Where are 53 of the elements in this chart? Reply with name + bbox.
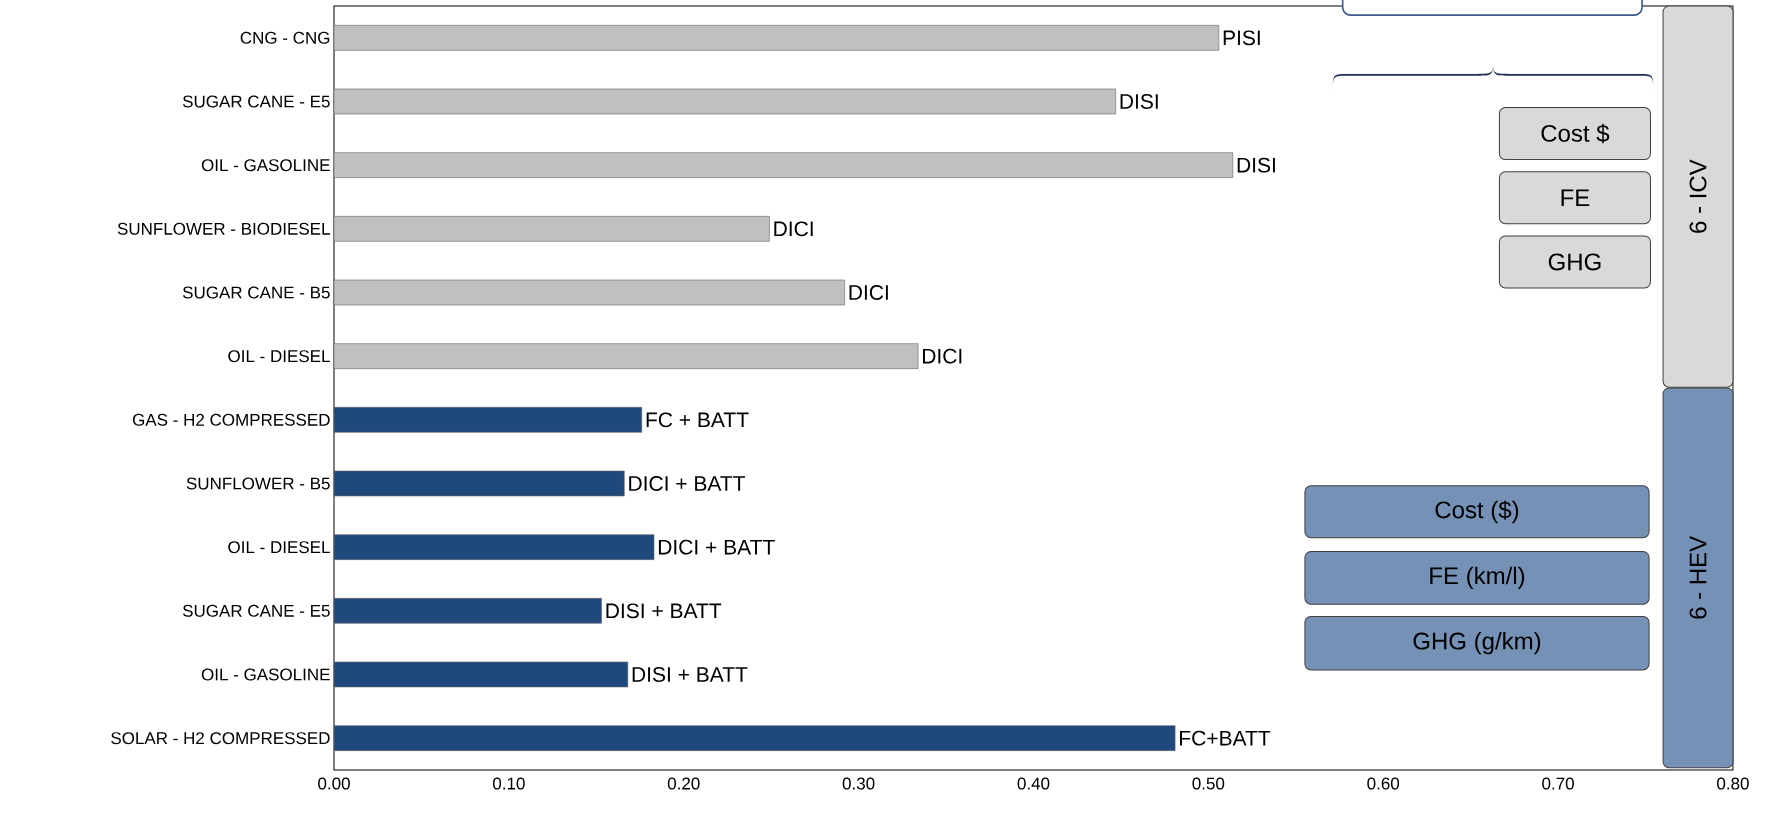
data-label: DISI — [1237, 157, 1275, 173]
annotation: 6 - HEV — [1689, 535, 1707, 619]
bar — [333, 407, 643, 433]
bar — [333, 725, 1176, 751]
data-label: DICI — [849, 285, 888, 300]
bar — [333, 279, 845, 306]
y-tick-label: SUNFLOWER - B5 — [186, 477, 330, 490]
y-tick-label: SUNFLOWER - BIODIESEL — [117, 222, 330, 235]
data-label: DICI + BATT — [658, 539, 775, 555]
bar — [333, 25, 1220, 51]
y-tick-label: SOLAR - H2 COMPRESSED — [111, 732, 330, 745]
x-tick-label: 0.50 — [1192, 777, 1225, 790]
data-label: DISI + BATT — [606, 603, 722, 619]
bar — [333, 216, 770, 242]
annotation: FE (km/l) — [1430, 566, 1525, 590]
data-label: FC+BATT — [1180, 730, 1271, 746]
annotation: FE — [1561, 189, 1590, 206]
annotation: GHG — [1548, 253, 1601, 271]
bar — [333, 661, 629, 688]
y-tick-label: SUGAR CANE - B5 — [182, 286, 330, 299]
annotation: GHG (g/km) — [1413, 631, 1541, 655]
data-label: DICI + BATT — [629, 476, 746, 491]
annotation: Cost $ — [1541, 123, 1610, 144]
y-tick-label: OIL - DIESEL — [228, 350, 330, 363]
data-label: DICI — [922, 348, 962, 364]
bar — [333, 534, 655, 560]
bar — [333, 343, 919, 369]
data-label: DISI — [1120, 94, 1158, 109]
y-tick-label: SUGAR CANE - E5 — [182, 604, 330, 617]
bar — [333, 152, 1234, 178]
x-tick-label: 0.70 — [1542, 777, 1574, 790]
y-tick-label: OIL - DIESEL — [228, 541, 330, 554]
bar — [333, 88, 1116, 115]
data-label: DICI — [774, 221, 813, 237]
y-tick-label: OIL - GASOLINE — [201, 668, 330, 681]
x-tick-label: 0.20 — [667, 777, 700, 790]
y-tick-label: GAS - H2 COMPRESSED — [132, 413, 330, 426]
y-tick-label: OIL - GASOLINE — [201, 159, 330, 172]
annotation: 6 - ICV — [1689, 159, 1707, 233]
x-tick-label: 0.40 — [1017, 777, 1050, 790]
x-tick-label: 0.60 — [1367, 777, 1400, 790]
y-tick-label: SUGAR CANE - E5 — [182, 95, 330, 108]
data-label: FC + BATT — [646, 412, 749, 428]
x-tick-label: 0.10 — [492, 777, 525, 790]
bar — [333, 470, 625, 497]
x-tick-label: 0.80 — [1717, 777, 1749, 790]
bar — [333, 598, 602, 624]
x-tick-label: 0.30 — [842, 777, 875, 790]
x-tick-label: 0.00 — [318, 777, 350, 790]
y-tick-label: CNG - CNG — [240, 31, 330, 44]
data-label: PISI — [1223, 30, 1260, 46]
data-label: DISI + BATT — [632, 667, 748, 682]
annotation: Cost ($) — [1435, 500, 1519, 524]
